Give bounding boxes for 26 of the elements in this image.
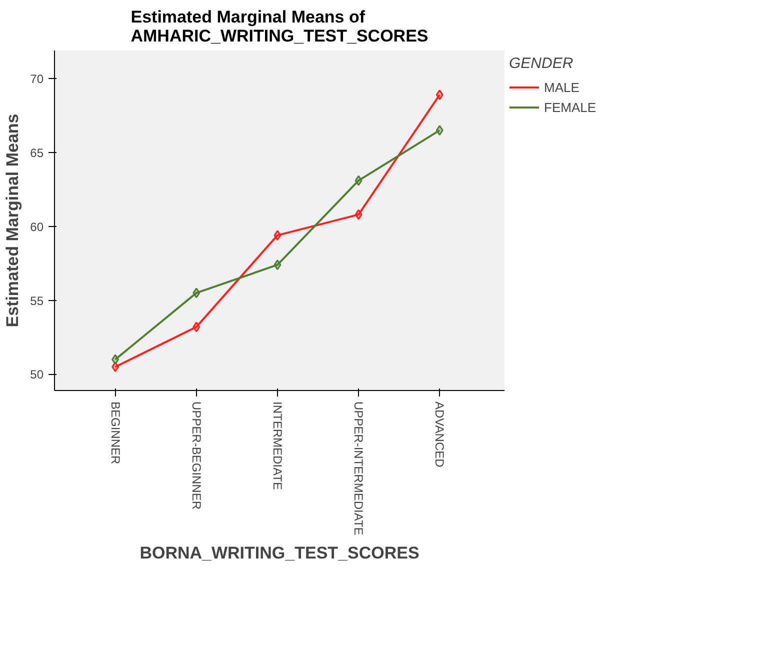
legend-label: MALE [544, 80, 580, 94]
x-tick-label: UPPER-INTERMEDIATE [352, 402, 366, 536]
x-tick-label: ADVANCED [432, 402, 447, 468]
y-tick-label: 50 [30, 368, 44, 382]
point [112, 362, 120, 372]
y-tick-label: 70 [30, 72, 44, 86]
point [436, 90, 444, 100]
x-axis-title: BORNA_WRITING_TEST_SCORES [140, 543, 420, 562]
y-tick-label: 55 [30, 294, 44, 308]
x-tick-label: INTERMEDIATE [270, 402, 284, 490]
point [354, 175, 362, 186]
point [192, 288, 200, 298]
x-tick-label: BEGINNER [108, 402, 122, 465]
point [354, 209, 362, 220]
legend-label: FEMALE [544, 100, 596, 114]
point [274, 260, 282, 270]
x-tick-label: UPPER-BEGINNER [189, 402, 204, 510]
legend-title: GENDER [509, 55, 574, 72]
y-tick-label: 60 [30, 220, 44, 234]
point [274, 230, 282, 241]
y-axis-title: Estimated Marginal Means [3, 114, 22, 328]
point [192, 322, 200, 332]
point [112, 354, 120, 365]
y-tick-label: 65 [30, 146, 44, 160]
chart-title: Estimated Marginal Means of AMHARIC_WRITING_TEST_SCORES [130, 8, 428, 46]
point [436, 125, 444, 136]
